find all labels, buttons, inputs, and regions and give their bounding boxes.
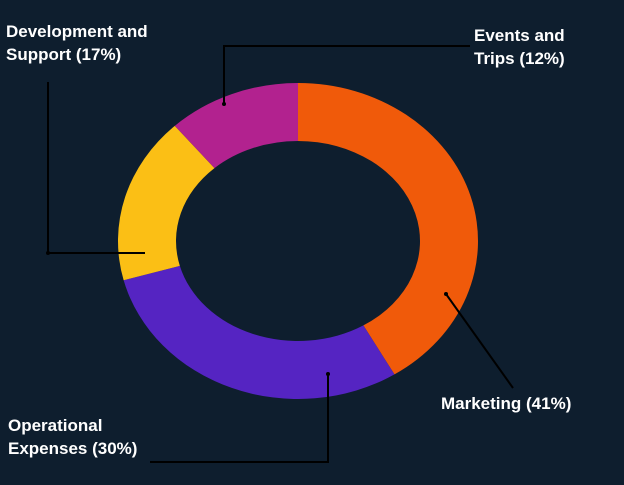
leader-dot-events bbox=[222, 102, 226, 106]
donut-slices bbox=[117, 83, 478, 400]
data-label-events: Events and Trips (12%) bbox=[474, 24, 565, 70]
slice-events-and-trips bbox=[174, 83, 298, 169]
leader-line-events bbox=[223, 45, 470, 104]
data-label-development: Development and Support (17%) bbox=[6, 20, 148, 66]
data-label-development-line2: Support (17%) bbox=[6, 45, 122, 64]
data-label-marketing: Marketing (41%) bbox=[441, 392, 571, 415]
leader-dot-development bbox=[46, 251, 50, 255]
data-label-events-line1: Events and bbox=[474, 26, 565, 45]
leader-dot-marketing bbox=[444, 292, 448, 296]
leader-dot-operational bbox=[326, 372, 330, 376]
leader-line-marketing bbox=[445, 293, 514, 389]
slice-operational-expenses bbox=[123, 265, 395, 400]
leader-lines bbox=[46, 45, 514, 463]
data-label-development-line1: Development and bbox=[6, 22, 148, 41]
data-label-marketing-line1: Marketing (41%) bbox=[441, 394, 572, 413]
slice-development-and-support bbox=[117, 125, 215, 281]
data-label-events-line2: Trips (12%) bbox=[474, 49, 565, 68]
data-label-operational: Operational Expenses (30%) bbox=[8, 414, 137, 460]
slice-marketing bbox=[298, 83, 478, 375]
data-label-operational-line1: Operational bbox=[8, 416, 103, 435]
leader-line-operational bbox=[150, 374, 329, 463]
data-label-operational-line2: Expenses (30%) bbox=[8, 439, 138, 458]
